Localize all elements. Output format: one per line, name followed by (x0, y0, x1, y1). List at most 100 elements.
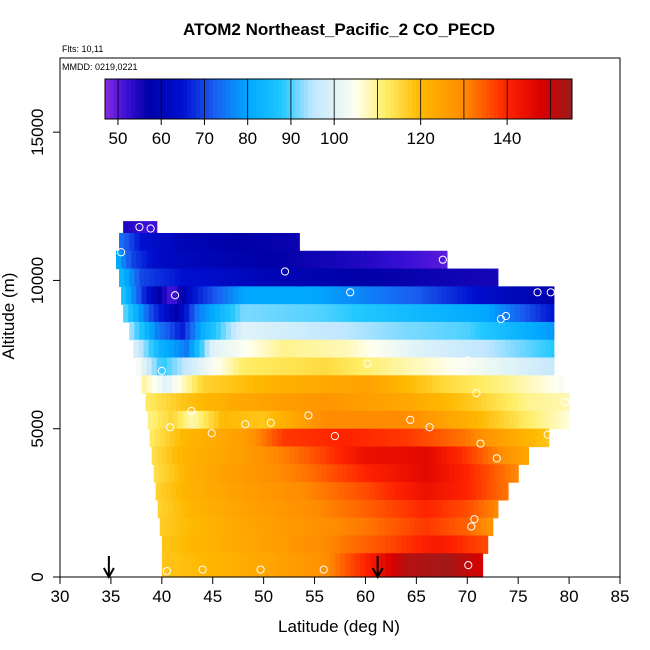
heatmap-cell (502, 286, 509, 305)
heatmap-cell (401, 553, 407, 578)
heatmap-cell (220, 321, 227, 341)
heatmap-cell (421, 553, 428, 578)
heatmap-cell (231, 517, 237, 537)
heatmap-cell (511, 321, 517, 341)
heatmap-cell (197, 553, 204, 578)
heatmap-cell (503, 410, 510, 430)
heatmap-cell (228, 286, 234, 305)
heatmap-cell (300, 410, 306, 430)
heatmap-cell (540, 339, 547, 359)
x-tick-label: 55 (305, 587, 324, 606)
heatmap-cell (241, 268, 247, 287)
heatmap-cell (273, 535, 280, 554)
heatmap-cell (148, 304, 155, 323)
heatmap-cell (352, 464, 358, 483)
heatmap-cell (276, 268, 283, 287)
colorbar-swatch (169, 79, 175, 119)
heatmap-cell (518, 375, 524, 394)
heatmap-cell (278, 375, 285, 394)
heatmap-cell (524, 410, 530, 430)
sample-point (266, 418, 275, 427)
heatmap-cell (143, 304, 150, 323)
sample-point (198, 565, 207, 574)
heatmap-cell (510, 304, 516, 323)
heatmap-cell (274, 410, 281, 430)
heatmap-cell (328, 393, 335, 412)
heatmap-cell (128, 304, 134, 323)
heatmap-cell (378, 321, 385, 341)
heatmap-cell (280, 464, 287, 483)
heatmap-cell (463, 410, 469, 430)
heatmap-cell (340, 250, 346, 270)
heatmap-cell (276, 428, 283, 448)
heatmap-cell (443, 464, 450, 483)
heatmap-cell (414, 517, 421, 537)
heatmap-cell (375, 375, 382, 394)
heatmap-cell (187, 250, 193, 270)
heatmap-cell (268, 250, 275, 270)
heatmap-cell (141, 375, 148, 394)
heatmap-cell (317, 321, 324, 341)
heatmap-cell (355, 250, 361, 270)
heatmap-cell (173, 499, 179, 519)
heatmap-cell (271, 428, 278, 448)
heatmap-cell (273, 357, 280, 376)
heatmap-cell (513, 357, 519, 376)
heatmap-cell (523, 286, 529, 305)
heatmap-cell (350, 553, 356, 578)
heatmap-cell (439, 428, 446, 448)
heatmap-cell (368, 428, 375, 448)
heatmap-cell (189, 339, 195, 359)
heatmap-cell (446, 357, 453, 376)
heatmap-cell (347, 464, 353, 483)
heatmap-cell (441, 535, 448, 554)
heatmap-cell (562, 393, 569, 412)
heatmap-cell (460, 517, 466, 537)
heatmap-cell (217, 250, 224, 270)
sample-point (319, 565, 328, 574)
heatmap-cell (189, 464, 195, 483)
heatmap-cell (222, 446, 229, 465)
heatmap-cell (460, 321, 466, 341)
heatmap-cell (404, 517, 410, 537)
heatmap-cell (340, 375, 346, 394)
heatmap-cell (439, 268, 446, 287)
heatmap-cell (297, 232, 300, 252)
heatmap-cell (457, 535, 463, 554)
heatmap-cell (350, 375, 356, 394)
heatmap-cell (346, 410, 352, 430)
heatmap-cell (222, 375, 229, 394)
heatmap-cell (236, 428, 242, 448)
heatmap-cell (515, 304, 521, 323)
heatmap-cell (289, 446, 295, 465)
sample-point (543, 430, 552, 439)
heatmap-cell (452, 286, 458, 305)
colorbar-swatch (217, 79, 223, 119)
heatmap-cell (462, 286, 468, 305)
heatmap-cell (325, 499, 332, 519)
heatmap-cell (263, 286, 270, 305)
heatmap-cell (513, 375, 519, 394)
heatmap-cell (432, 499, 439, 519)
colorbar-swatch (264, 79, 270, 119)
x-axis-label: Latitude (deg N) (278, 617, 400, 636)
heatmap-cell (434, 321, 441, 341)
colorbar-tick-label: 120 (406, 129, 434, 148)
heatmap-cell (496, 393, 503, 412)
heatmap-cell (516, 428, 522, 448)
heatmap-cell (518, 357, 524, 376)
heatmap-cell (252, 393, 259, 412)
heatmap-cell (426, 286, 433, 305)
heatmap-cell (477, 375, 484, 394)
heatmap-cell (431, 357, 438, 376)
heatmap-cell (123, 221, 129, 234)
heatmap-cell (159, 232, 166, 252)
heatmap-cell (416, 250, 423, 270)
heatmap-cell (174, 464, 180, 483)
heatmap-cell (159, 517, 166, 537)
heatmap-cell (402, 410, 408, 430)
heatmap-cell (177, 375, 183, 394)
heatmap-cell (331, 464, 338, 483)
heatmap-cell (418, 339, 425, 359)
heatmap-cell (187, 286, 193, 305)
